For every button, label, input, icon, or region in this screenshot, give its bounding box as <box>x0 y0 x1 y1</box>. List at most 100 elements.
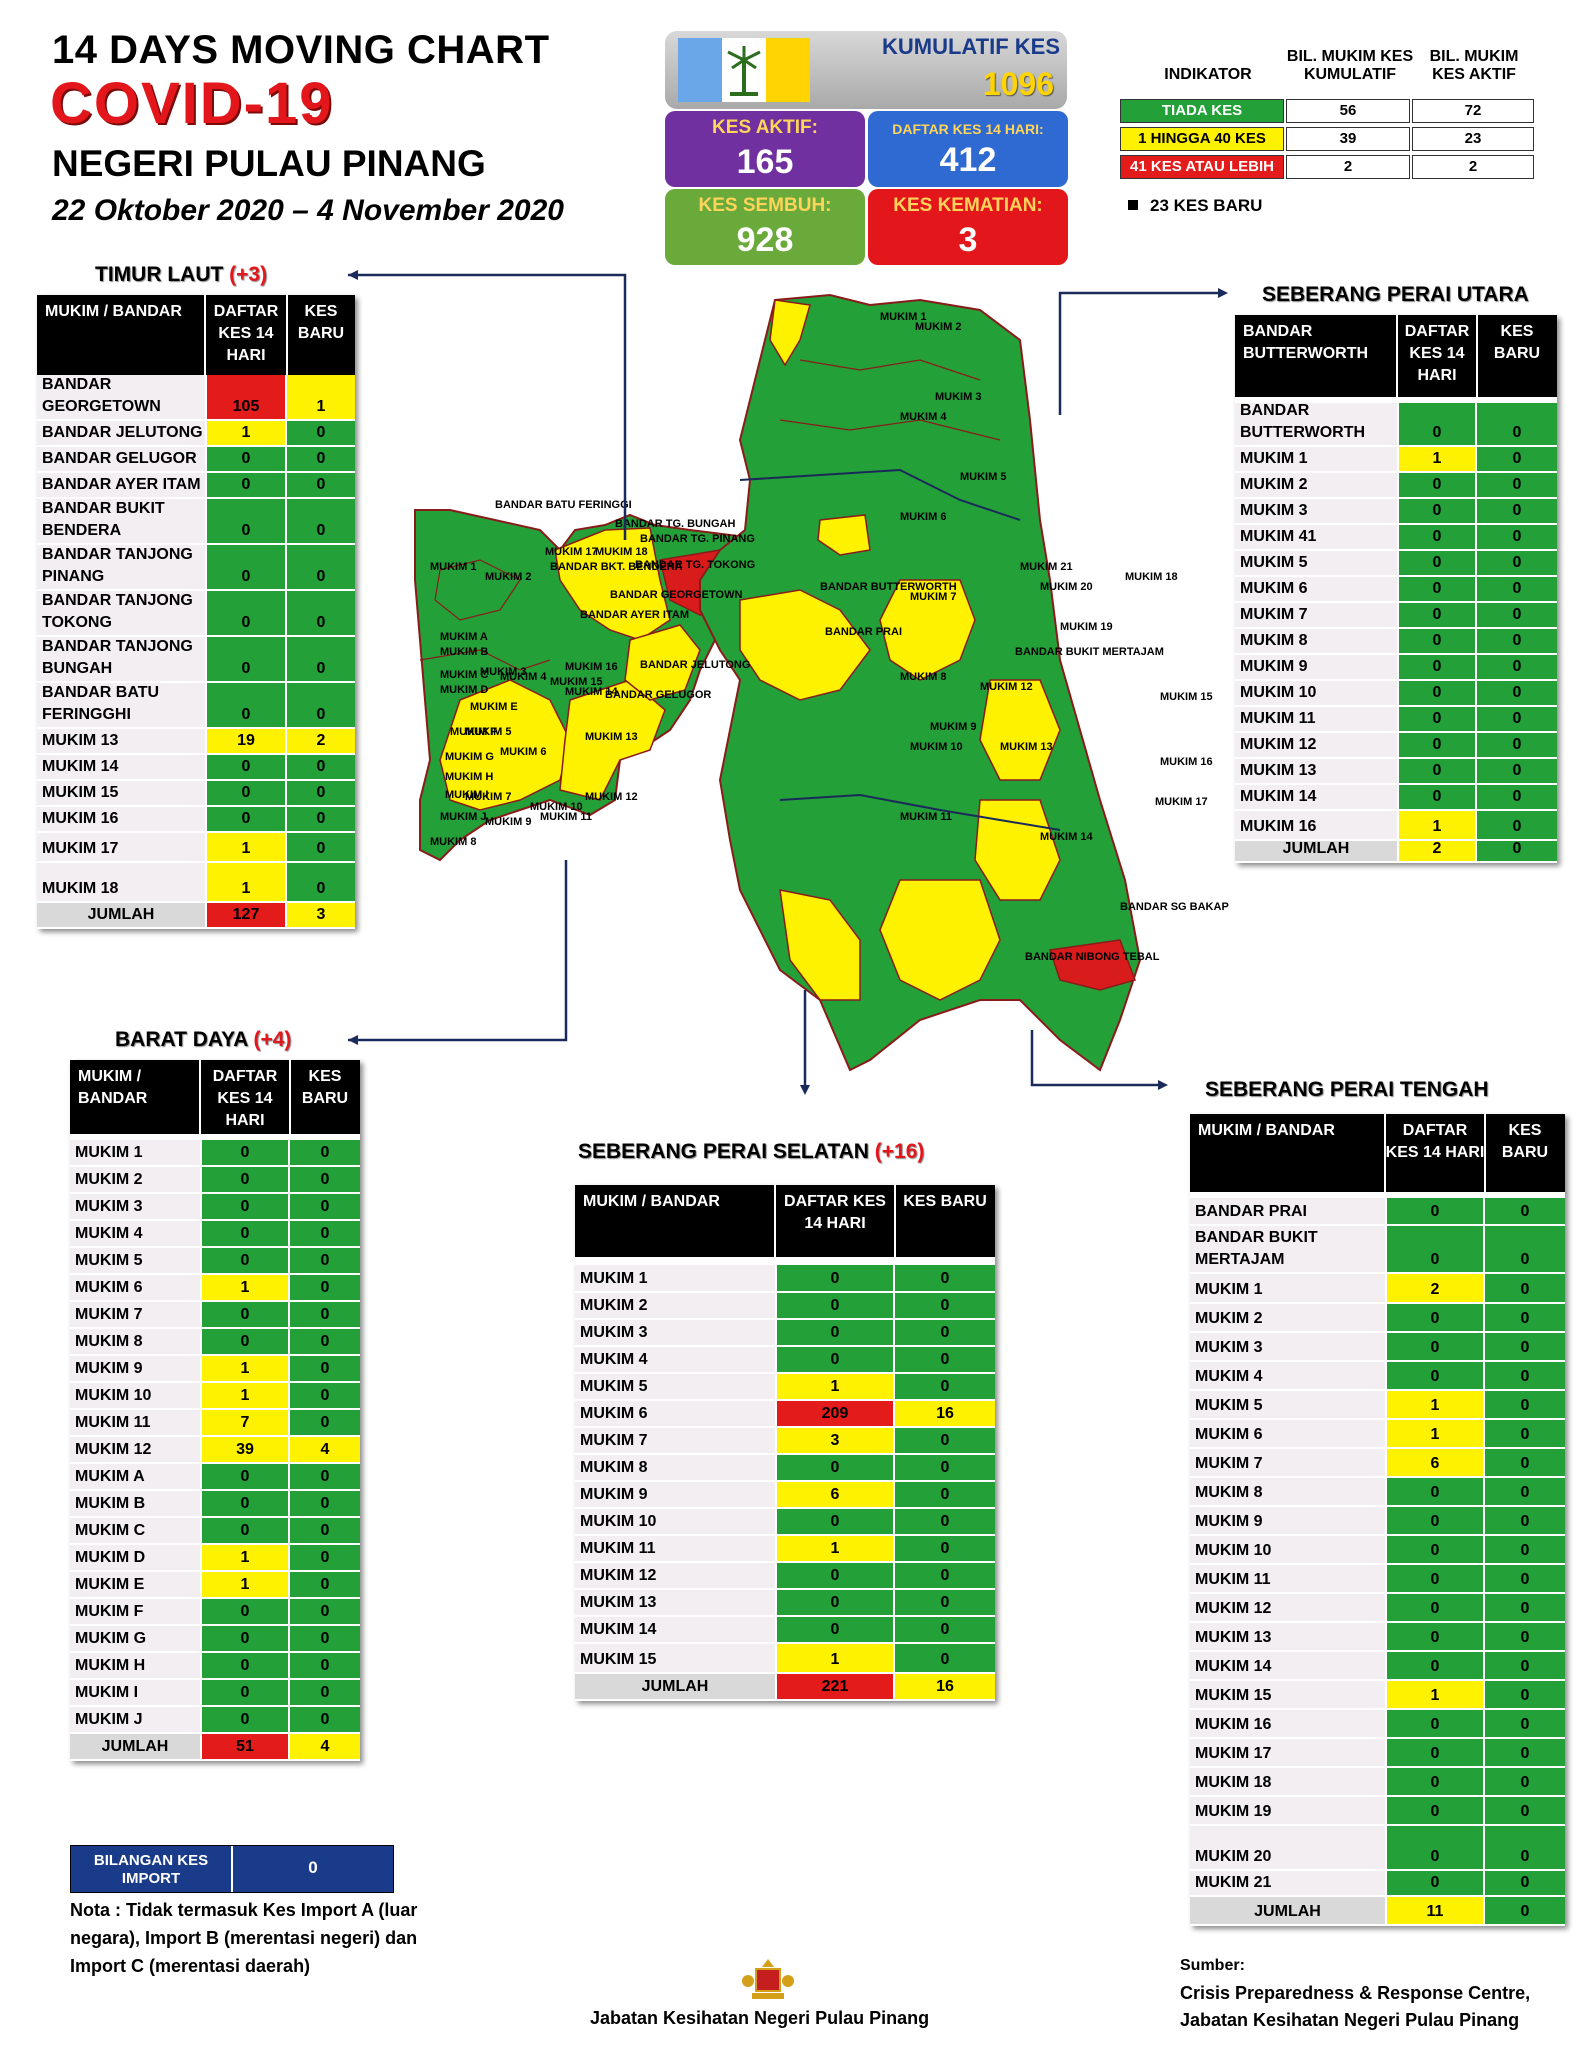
row-name: MUKIM 8 <box>1240 632 1308 649</box>
cell-baru: 0 <box>1485 1226 1565 1272</box>
row-name: BANDAR TANJONG TOKONG <box>42 592 193 631</box>
row-name: MUKIM 2 <box>1195 1310 1263 1327</box>
cell-daftar: 0 <box>777 1347 893 1372</box>
row-name: MUKIM 10 <box>580 1513 657 1530</box>
cell-daftar: 0 <box>202 1626 288 1651</box>
mainland-map-label: MUKIM 13 <box>1000 741 1053 753</box>
cell-daftar: 0 <box>1387 1594 1483 1621</box>
timur-laut-title: TIMUR LAUT (+3) <box>95 263 267 287</box>
row-name: MUKIM 4 <box>1195 1368 1263 1385</box>
cell-daftar: 0 <box>1399 473 1475 497</box>
row-name: MUKIM J <box>75 1711 143 1728</box>
island-map-label: MUKIM 11 <box>540 811 592 823</box>
cell-daftar: 1 <box>1387 1420 1483 1447</box>
cell-baru: 0 <box>1477 707 1557 731</box>
row-name: MUKIM 8 <box>75 1333 143 1350</box>
sps-table: MUKIM / BANDAR DAFTAR KES 14 HARI KES BARU… <box>575 1185 995 1701</box>
row-name: BANDAR JELUTONG <box>42 424 203 441</box>
island-map-label: MUKIM 2 <box>485 571 531 583</box>
row-name: MUKIM 6 <box>580 1405 648 1422</box>
island-map-label: MUKIM B <box>440 646 488 658</box>
row-name: MUKIM 11 <box>1195 1571 1271 1588</box>
island-map-label: MUKIM J <box>440 811 486 823</box>
header-separator <box>286 295 288 375</box>
cell-daftar: 0 <box>777 1265 893 1291</box>
cell-baru: 0 <box>1485 1478 1565 1505</box>
cell-baru: 0 <box>290 1653 360 1678</box>
total-baru: 16 <box>895 1674 995 1699</box>
mainland-map-label: MUKIM 16 <box>1160 756 1213 768</box>
cell-baru: 0 <box>1477 447 1557 471</box>
cell-baru: 0 <box>1477 525 1557 549</box>
island-map-label: BANDAR AYER ITAM <box>580 609 689 621</box>
header-separator <box>199 1060 201 1134</box>
kes-sembuh-panel: KES SEMBUH: 928 <box>665 189 865 265</box>
island-map-label: BANDAR BKT. BENDERA <box>550 561 683 573</box>
cell-baru: 0 <box>895 1293 995 1318</box>
header-name: MUKIM / BANDAR <box>1198 1122 1335 1139</box>
table-row: MUKIM 12 0 0 <box>1190 1594 1565 1623</box>
cell-daftar: 0 <box>1399 629 1475 653</box>
table-row: MUKIM 18 1 0 <box>37 863 355 903</box>
row-name: MUKIM 5 <box>580 1378 648 1395</box>
cell-baru: 0 <box>287 807 355 831</box>
cell-daftar: 0 <box>202 1248 288 1273</box>
cell-baru: 0 <box>290 1680 360 1705</box>
daftar-kes-panel: DAFTAR KES 14 HARI: 412 <box>868 111 1068 187</box>
table-row: MUKIM 10 0 0 <box>1190 1536 1565 1565</box>
cell-baru: 2 <box>287 729 355 753</box>
mainland-yellow-north <box>769 299 811 367</box>
cell-baru: 0 <box>1477 499 1557 523</box>
header-daftar: DAFTAR KES 14 HARI <box>213 303 279 364</box>
cell-daftar: 0 <box>202 1491 288 1516</box>
table-row: MUKIM 16 1 0 <box>1235 811 1557 841</box>
mainland-map-label: MUKIM 9 <box>930 721 976 733</box>
cell-baru: 0 <box>287 447 355 471</box>
cell-baru: 0 <box>290 1599 360 1624</box>
cell-baru: 0 <box>1485 1449 1565 1476</box>
row-name: MUKIM 14 <box>1240 788 1317 805</box>
cell-baru: 0 <box>895 1428 995 1453</box>
table-row: MUKIM 10 0 0 <box>575 1509 995 1536</box>
cell-baru: 4 <box>290 1437 360 1462</box>
table-row: MUKIM 14 0 0 <box>37 755 355 781</box>
barat-daya-increase: (+4) <box>253 1028 292 1051</box>
cell-daftar: 1 <box>1387 1681 1483 1708</box>
header-name: MUKIM / BANDAR <box>45 303 182 320</box>
table-row: BANDAR BUKIT MERTAJAM 0 0 <box>1190 1226 1565 1274</box>
table-row: MUKIM 17 1 0 <box>37 833 355 863</box>
cell-baru: 0 <box>1485 1274 1565 1302</box>
row-name: MUKIM 13 <box>42 732 119 749</box>
table-row: MUKIM 13 0 0 <box>575 1590 995 1617</box>
table-row: BANDAR PRAI 0 0 <box>1190 1198 1565 1226</box>
island-map-label: MUKIM 7 <box>465 791 511 803</box>
cell-daftar: 0 <box>1387 1507 1483 1534</box>
island-yellow-east <box>624 624 701 701</box>
header-name: MUKIM / BANDAR <box>583 1193 720 1210</box>
cell-daftar: 0 <box>1399 655 1475 679</box>
row-name: MUKIM 2 <box>1240 476 1308 493</box>
cell-baru: 0 <box>287 591 355 635</box>
indicator-aktif: 72 <box>1412 99 1534 123</box>
table-row: MUKIM 12 0 0 <box>575 1563 995 1590</box>
row-name: MUKIM 7 <box>580 1432 648 1449</box>
cell-daftar: 209 <box>777 1401 893 1426</box>
row-name: MUKIM A <box>75 1468 145 1485</box>
cell-baru: 0 <box>290 1275 360 1300</box>
indicator-kumulatif: 56 <box>1286 99 1410 123</box>
cell-daftar: 0 <box>1399 759 1475 783</box>
indicator-row-1-40: 1 HINGGA 40 KES 39 23 <box>1120 127 1534 151</box>
total-baru: 0 <box>1485 1897 1565 1924</box>
barat-daya-title: BARAT DAYA (+4) <box>115 1028 291 1052</box>
mainland-yellow-sps15 <box>974 799 1061 901</box>
cell-baru: 0 <box>290 1410 360 1435</box>
daftar-kes-label: DAFTAR KES 14 HARI: <box>892 121 1044 137</box>
cell-daftar: 1 <box>207 863 285 901</box>
row-name: MUKIM 7 <box>1195 1455 1263 1472</box>
